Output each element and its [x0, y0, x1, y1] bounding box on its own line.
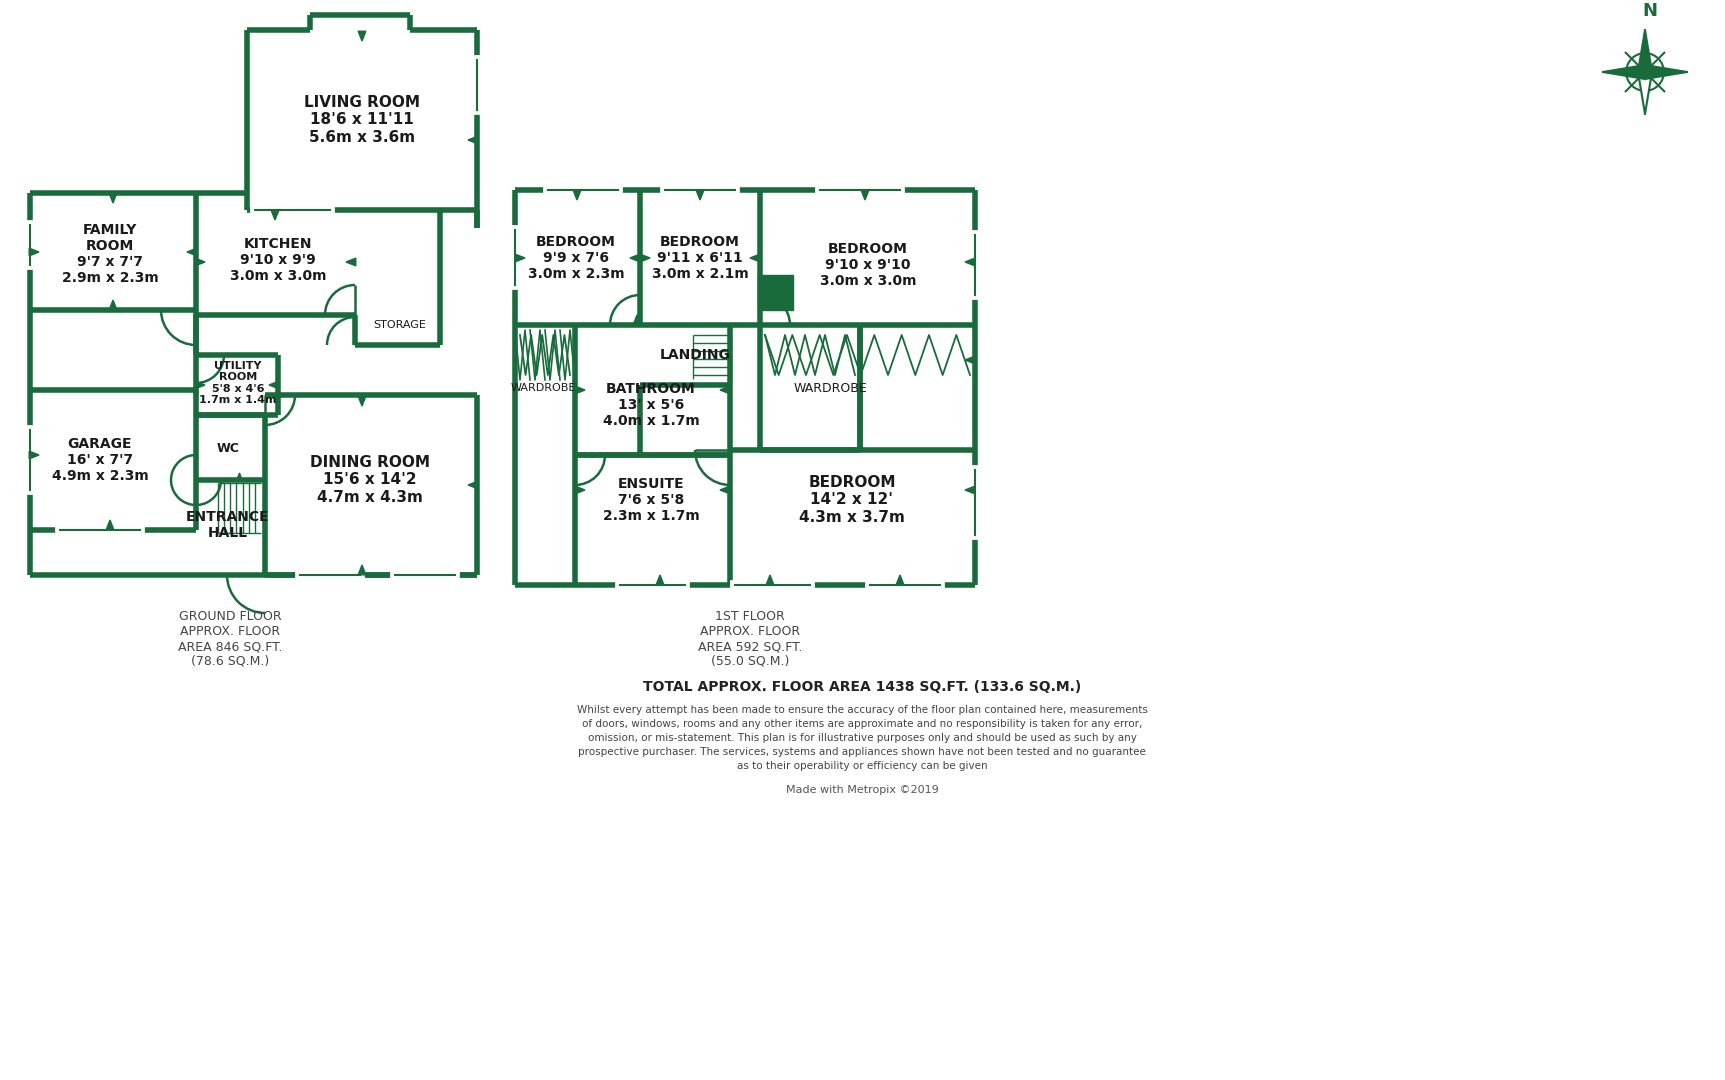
Text: of doors, windows, rooms and any other items are approximate and no responsibili: of doors, windows, rooms and any other i… [581, 719, 1142, 729]
Polygon shape [236, 473, 242, 480]
Polygon shape [195, 381, 205, 389]
Polygon shape [656, 575, 664, 584]
Polygon shape [633, 315, 642, 325]
Text: BATHROOM
13' x 5'6
4.0m x 1.7m: BATHROOM 13' x 5'6 4.0m x 1.7m [602, 382, 699, 428]
Text: UTILITY
ROOM
5'8 x 4'6
1.7m x 1.4m: UTILITY ROOM 5'8 x 4'6 1.7m x 1.4m [200, 361, 276, 405]
Polygon shape [107, 519, 114, 530]
Polygon shape [271, 211, 279, 220]
Polygon shape [897, 575, 904, 584]
Polygon shape [29, 451, 40, 459]
Text: Made with Metropix ©2019: Made with Metropix ©2019 [785, 785, 938, 795]
Polygon shape [574, 486, 585, 494]
Text: Whilst every attempt has been made to ensure the accuracy of the floor plan cont: Whilst every attempt has been made to en… [576, 705, 1147, 715]
Polygon shape [359, 565, 366, 575]
Text: prospective purchaser. The services, systems and appliances shown have not been : prospective purchaser. The services, sys… [578, 747, 1145, 757]
Text: GROUND FLOOR
APPROX. FLOOR
AREA 846 SQ.FT.
(78.6 SQ.M.): GROUND FLOOR APPROX. FLOOR AREA 846 SQ.F… [178, 610, 283, 669]
Polygon shape [1639, 30, 1653, 72]
Text: BEDROOM
9'11 x 6'11
3.0m x 2.1m: BEDROOM 9'11 x 6'11 3.0m x 2.1m [652, 234, 749, 281]
Polygon shape [467, 136, 478, 144]
Text: ENSUITE
7'6 x 5'8
2.3m x 1.7m: ENSUITE 7'6 x 5'8 2.3m x 1.7m [602, 476, 699, 523]
Polygon shape [269, 381, 279, 389]
Text: KITCHEN
9'10 x 9'9
3.0m x 3.0m: KITCHEN 9'10 x 9'9 3.0m x 3.0m [229, 237, 326, 283]
Polygon shape [766, 575, 775, 584]
Text: WARDROBE: WARDROBE [794, 381, 868, 394]
Polygon shape [109, 193, 117, 203]
Polygon shape [630, 254, 640, 261]
Text: LANDING: LANDING [659, 348, 730, 362]
Text: GARAGE
16' x 7'7
4.9m x 2.3m: GARAGE 16' x 7'7 4.9m x 2.3m [52, 436, 148, 483]
Polygon shape [861, 190, 869, 200]
Text: omission, or mis-statement. This plan is for illustrative purposes only and shou: omission, or mis-statement. This plan is… [588, 733, 1137, 743]
Polygon shape [186, 248, 197, 256]
Polygon shape [574, 387, 585, 394]
Text: TOTAL APPROX. FLOOR AREA 1438 SQ.FT. (133.6 SQ.M.): TOTAL APPROX. FLOOR AREA 1438 SQ.FT. (13… [643, 680, 1082, 694]
Polygon shape [359, 396, 366, 406]
Polygon shape [719, 387, 730, 394]
Polygon shape [1639, 72, 1653, 114]
Text: STORAGE: STORAGE [374, 320, 426, 330]
Text: ENTRANCE
HALL: ENTRANCE HALL [186, 510, 269, 540]
Polygon shape [359, 31, 366, 41]
Polygon shape [29, 248, 40, 256]
Polygon shape [640, 254, 650, 261]
Polygon shape [573, 190, 581, 200]
Text: WARDROBE: WARDROBE [511, 383, 576, 393]
Bar [757, 275, 794, 310]
Polygon shape [964, 258, 975, 266]
Polygon shape [347, 258, 355, 266]
Text: BEDROOM
9'9 x 7'6
3.0m x 2.3m: BEDROOM 9'9 x 7'6 3.0m x 2.3m [528, 234, 624, 281]
Text: 1ST FLOOR
APPROX. FLOOR
AREA 592 SQ.FT.
(55.0 SQ.M.): 1ST FLOOR APPROX. FLOOR AREA 592 SQ.FT. … [699, 610, 802, 669]
Polygon shape [964, 356, 975, 364]
Polygon shape [109, 300, 117, 310]
Text: DINING ROOM
15'6 x 14'2
4.7m x 4.3m: DINING ROOM 15'6 x 14'2 4.7m x 4.3m [310, 455, 430, 504]
Text: FAMILY
ROOM
9'7 x 7'7
2.9m x 2.3m: FAMILY ROOM 9'7 x 7'7 2.9m x 2.3m [62, 222, 159, 285]
Polygon shape [1603, 65, 1646, 79]
Polygon shape [467, 482, 478, 489]
Polygon shape [516, 254, 524, 261]
Polygon shape [697, 190, 704, 200]
Text: BEDROOM
9'10 x 9'10
3.0m x 3.0m: BEDROOM 9'10 x 9'10 3.0m x 3.0m [819, 242, 916, 288]
Polygon shape [750, 254, 759, 261]
Text: as to their operability or efficiency can be given: as to their operability or efficiency ca… [737, 761, 987, 771]
Polygon shape [719, 486, 730, 494]
Polygon shape [195, 258, 205, 266]
Polygon shape [964, 486, 975, 494]
Text: WC: WC [217, 442, 240, 455]
Polygon shape [1646, 65, 1687, 79]
Text: LIVING ROOM
18'6 x 11'11
5.6m x 3.6m: LIVING ROOM 18'6 x 11'11 5.6m x 3.6m [304, 95, 419, 145]
Text: N: N [1642, 2, 1658, 21]
Text: BEDROOM
14'2 x 12'
4.3m x 3.7m: BEDROOM 14'2 x 12' 4.3m x 3.7m [799, 475, 906, 525]
